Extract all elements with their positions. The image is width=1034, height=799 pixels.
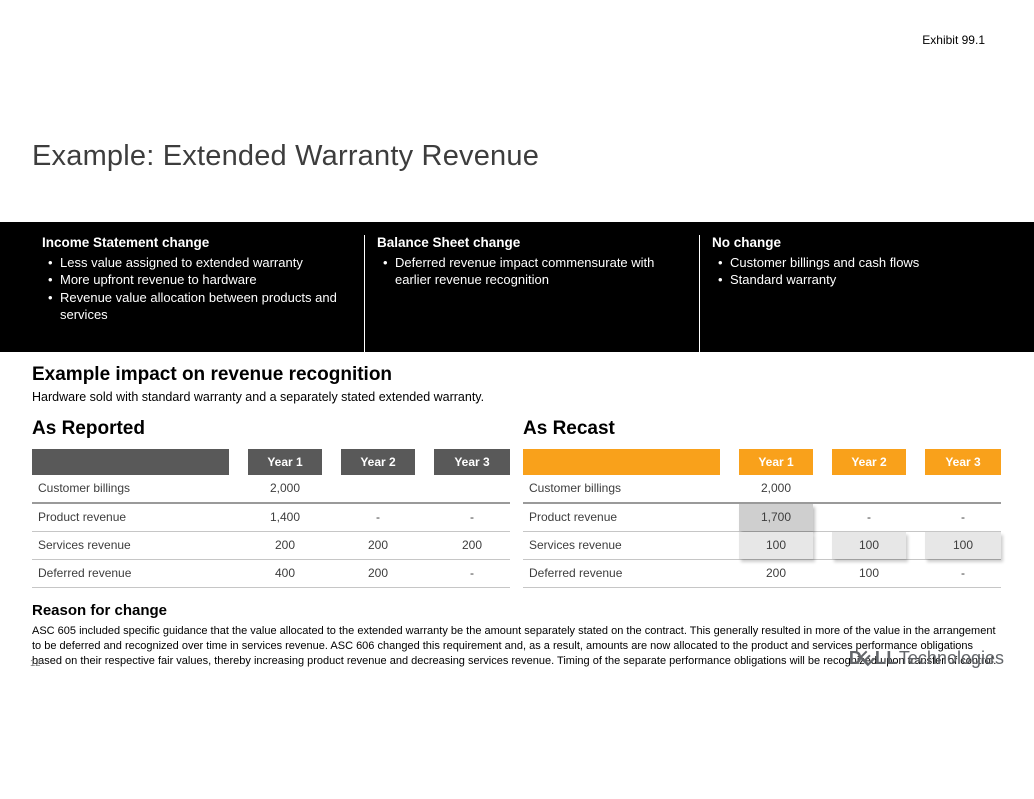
- table-row: Services revenue 200 200 200: [32, 532, 510, 560]
- cell-value: -: [961, 510, 965, 524]
- bullet-text: Customer billings and cash flows: [730, 255, 920, 270]
- col-header-year2: Year 2: [832, 449, 906, 475]
- cell-value: [434, 475, 510, 502]
- row-label: Services revenue: [529, 538, 622, 552]
- row-label: Customer billings: [38, 481, 131, 495]
- table-row: Deferred revenue 200 100 -: [523, 560, 1001, 588]
- cell-value: 2,000: [269, 481, 301, 495]
- cell-value: [832, 475, 906, 502]
- cell-value: 1,400: [269, 510, 301, 524]
- cell-value: 400: [274, 566, 296, 580]
- table-row: Product revenue 1,400 - -: [32, 504, 510, 532]
- banner-bullet: • Revenue value allocation between produc…: [42, 289, 346, 324]
- cell-value: 200: [765, 566, 787, 580]
- bullet-glyph: •: [48, 255, 53, 270]
- cell-value: 200: [367, 538, 389, 552]
- row-label: Services revenue: [38, 538, 131, 552]
- cell-value-highlighted: 100: [832, 532, 906, 559]
- table-title: As Recast: [523, 418, 615, 439]
- table-header-row: Year 1 Year 2 Year 3: [523, 449, 1001, 475]
- banner-heading: Income Statement change: [42, 235, 210, 250]
- bullet-text: Deferred revenue impact commensurate wit…: [395, 255, 655, 288]
- banner-heading: Balance Sheet change: [377, 235, 521, 250]
- table-row: Customer billings 2,000: [32, 475, 510, 504]
- cell-value: -: [961, 566, 965, 580]
- dell-wordmark: DELL: [848, 647, 898, 670]
- cell-value: -: [470, 510, 474, 524]
- cell-value: 2,000: [760, 481, 792, 495]
- cell-value: -: [867, 510, 871, 524]
- table-row: Product revenue 1,700 - -: [523, 504, 1001, 532]
- page-title: Example: Extended Warranty Revenue: [32, 140, 540, 172]
- cell-value: -: [470, 566, 474, 580]
- cell-value-highlighted: 1,700: [739, 504, 813, 531]
- dell-technologies-logo: DELL Technologies: [848, 647, 1004, 670]
- banner-bullet: • Deferred revenue impact commensurate wi…: [377, 254, 681, 289]
- page-number: 12: [30, 658, 41, 669]
- banner-bullet-list: • Less value assigned to extended warrant…: [42, 254, 346, 323]
- bullet-text: Less value assigned to extended warranty: [60, 255, 303, 270]
- table-row: Deferred revenue 400 200 -: [32, 560, 510, 588]
- cell-value: -: [376, 510, 380, 524]
- bullet-text: Standard warranty: [730, 272, 837, 288]
- cell-value-highlighted: 100: [925, 532, 1001, 559]
- banner-bullet-list: • Customer billings and cash flows • Stand…: [712, 254, 1016, 289]
- table-title: As Reported: [32, 418, 145, 439]
- as-reported-table: As Reported Year 1 Year 2 Year 3 Custome…: [32, 418, 510, 588]
- col-header-year3: Year 3: [434, 449, 510, 475]
- exhibit-label: Exhibit 99.1: [922, 33, 985, 47]
- col-header-year3: Year 3: [925, 449, 1001, 475]
- bullet-text: More upfront revenue to hardware: [60, 272, 257, 288]
- reason-heading: Reason for change: [32, 602, 168, 619]
- banner-bullet: • Less value assigned to extended warrant…: [42, 254, 346, 271]
- logo-letter-d: D: [848, 648, 863, 668]
- col-header-year2: Year 2: [341, 449, 415, 475]
- table-header-row: Year 1 Year 2 Year 3: [32, 449, 510, 475]
- banner-bullet-list: • Deferred revenue impact commensurate wi…: [377, 254, 681, 289]
- logo-technologies-text: Technologies: [898, 648, 1004, 668]
- bullet-glyph: •: [48, 289, 53, 305]
- bullet-text: Revenue value allocation between product…: [60, 289, 337, 322]
- section-subheading: Hardware sold with standard warranty and…: [32, 390, 485, 404]
- cell-value: 100: [858, 566, 880, 580]
- col-header-year1: Year 1: [248, 449, 322, 475]
- banner-bullet: • More upfront revenue to hardware: [42, 271, 346, 288]
- cell-value: 200: [461, 538, 483, 552]
- cell-value: [925, 475, 1001, 502]
- bullet-glyph: •: [718, 272, 723, 288]
- reason-body-text: ASC 605 included specific guidance that …: [32, 625, 997, 668]
- banner-bullet: • Customer billings and cash flows: [712, 254, 1016, 271]
- cell-value: 200: [274, 538, 296, 552]
- section-heading: Example impact on revenue recognition: [32, 364, 393, 385]
- bullet-glyph: •: [48, 272, 53, 288]
- table-row: Services revenue 100 100 100: [523, 532, 1001, 560]
- banner-bullet: • Standard warranty: [712, 271, 1016, 288]
- comparison-tables: As Reported Year 1 Year 2 Year 3 Custome…: [32, 418, 1001, 588]
- row-label: Deferred revenue: [38, 566, 132, 580]
- banner-col-no-change: No change • Customer billings and cash fl…: [699, 235, 1034, 352]
- table-row: Customer billings 2,000: [523, 475, 1001, 504]
- row-label: Deferred revenue: [529, 566, 623, 580]
- bullet-glyph: •: [718, 255, 723, 270]
- logo-letters-ll: LL: [874, 648, 898, 668]
- row-label: Product revenue: [38, 510, 127, 524]
- banner-col-income-statement: Income Statement change • Less value assi…: [0, 235, 364, 352]
- change-summary-banner: Income Statement change • Less value assi…: [0, 222, 1034, 352]
- cell-value: 200: [367, 566, 389, 580]
- row-label: Customer billings: [529, 481, 622, 495]
- bullet-glyph: •: [383, 255, 388, 270]
- banner-heading: No change: [712, 235, 782, 250]
- row-label: Product revenue: [529, 510, 618, 524]
- banner-col-balance-sheet: Balance Sheet change • Deferred revenue i…: [364, 235, 699, 352]
- header-spacer-block: [32, 449, 229, 475]
- header-spacer-block: [523, 449, 720, 475]
- main-content: Example impact on revenue recognition Ha…: [32, 364, 1001, 670]
- col-header-year1: Year 1: [739, 449, 813, 475]
- reason-for-change-section: Reason for change ASC 605 included speci…: [32, 602, 998, 670]
- cell-value-highlighted: 100: [739, 532, 813, 559]
- cell-value: [341, 475, 415, 502]
- as-recast-table: As Recast Year 1 Year 2 Year 3 Customer …: [523, 418, 1001, 588]
